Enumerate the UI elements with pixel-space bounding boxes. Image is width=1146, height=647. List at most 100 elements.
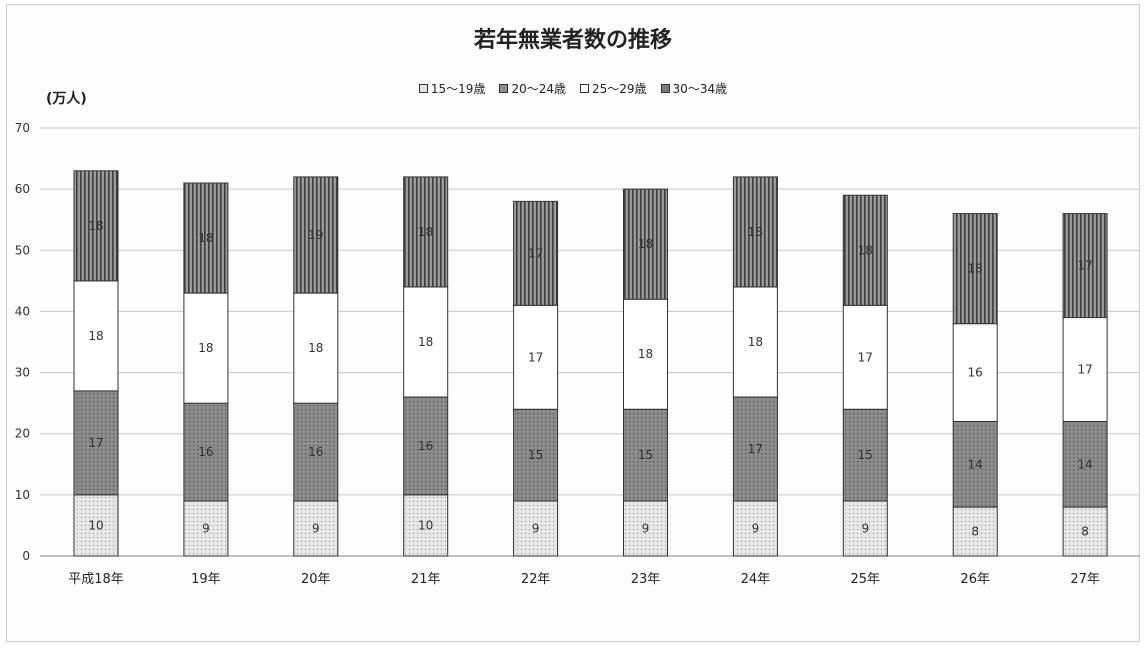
y-tick-label: 60	[15, 182, 30, 196]
y-tick-label: 0	[22, 549, 30, 563]
legend-swatch	[580, 84, 589, 93]
bar-segment	[403, 176, 449, 288]
bar-segment	[952, 213, 998, 325]
data-label: 9	[752, 521, 760, 535]
data-label: 18	[198, 231, 213, 245]
bar-segment	[623, 188, 668, 300]
data-label: 18	[88, 329, 103, 343]
legend-label: 30～34歳	[672, 82, 728, 96]
legend-item: 15～19歳	[418, 80, 486, 97]
bar-segment	[842, 500, 888, 557]
bar-segment	[623, 500, 668, 557]
bar-segment	[73, 494, 119, 557]
legend-item: 20～24歳	[499, 80, 566, 97]
data-label: 10	[418, 518, 433, 532]
bar-segment	[1062, 213, 1108, 319]
data-label: 9	[861, 521, 869, 535]
data-label: 9	[202, 521, 210, 535]
y-tick-label: 50	[15, 243, 30, 257]
data-label: 16	[418, 439, 433, 453]
data-label: 17	[528, 350, 543, 364]
data-label: 15	[528, 448, 543, 462]
bar-segment	[842, 304, 888, 410]
data-label: 17	[88, 436, 103, 450]
bar-segment	[513, 200, 559, 306]
data-label: 18	[748, 335, 763, 349]
data-label: 19	[308, 228, 323, 242]
bar-segment	[183, 182, 229, 294]
data-label: 8	[971, 525, 979, 539]
chart-title: 若年無業者数の推移	[473, 28, 672, 53]
data-label: 18	[638, 347, 653, 361]
data-label: 17	[1077, 363, 1092, 377]
data-label: 9	[312, 521, 320, 535]
bar-segment	[623, 298, 668, 410]
bar-segment	[403, 494, 449, 557]
data-label: 18	[88, 219, 103, 233]
data-label: 15	[858, 448, 873, 462]
data-label: 14	[968, 457, 983, 471]
data-label: 15	[638, 448, 653, 462]
data-label: 18	[308, 341, 323, 355]
bar-segment	[293, 500, 339, 557]
bar-segment	[732, 286, 778, 398]
bar-segment	[293, 176, 339, 294]
y-tick-label: 30	[15, 366, 30, 380]
data-label: 18	[198, 341, 213, 355]
data-label: 18	[968, 262, 983, 276]
x-tick-label: 20年	[301, 572, 331, 587]
data-label: 9	[532, 521, 540, 535]
data-label: 18	[418, 335, 433, 349]
data-label: 16	[198, 445, 213, 459]
bar-segment	[952, 323, 998, 422]
x-tick-label: 平成18年	[68, 572, 124, 587]
data-label: 8	[1081, 525, 1089, 539]
data-label: 16	[308, 445, 323, 459]
y-tick-label: 10	[15, 488, 30, 502]
data-label: 17	[1077, 259, 1092, 273]
legend-label: 25～29歳	[592, 82, 647, 96]
bar-segment	[403, 396, 449, 496]
bar-segment	[73, 390, 119, 496]
bar-segment	[513, 408, 559, 502]
bars: 10 17 18 18 9 16 18 18 9 16 18 19 10 16 18 18 9 15 17 17 9 15…	[73, 170, 1108, 557]
bar-segment	[732, 176, 778, 288]
legend-label: 15～19歳	[430, 82, 486, 96]
bar-segment	[623, 408, 668, 502]
x-tick-label: 25年	[851, 572, 881, 587]
bar-segment	[513, 304, 559, 410]
legend-swatch	[660, 84, 670, 93]
data-label: 10	[88, 518, 103, 532]
y-tick-label: 40	[15, 304, 30, 318]
bar-segment	[842, 194, 888, 306]
y-axis: 0 10 20 30 40 50 60 70	[15, 121, 30, 563]
legend-swatch	[499, 84, 509, 93]
bar-segment	[73, 280, 119, 392]
bar-segment	[732, 500, 778, 557]
data-label: 18	[418, 225, 433, 239]
x-tick-label: 21年	[411, 572, 441, 587]
x-tick-label: 26年	[960, 572, 990, 587]
data-label: 18	[748, 225, 763, 239]
bar-segment	[952, 420, 998, 508]
data-label: 18	[638, 237, 653, 251]
legend-label: 20～24歳	[511, 82, 566, 96]
y-tick-label: 70	[15, 121, 30, 135]
x-tick-label: 22年	[521, 572, 551, 587]
x-tick-label: 23年	[631, 572, 661, 587]
legend-item: 30～34歳	[660, 80, 728, 97]
legend-item: 25～29歳	[580, 80, 647, 97]
bar-segment	[73, 170, 119, 282]
data-label: 17	[858, 350, 873, 364]
data-label: 9	[642, 521, 650, 535]
bar-segment	[183, 402, 229, 502]
y-axis-unit-label: (万人)	[46, 91, 87, 107]
legend-swatch	[418, 84, 428, 93]
data-label: 16	[968, 366, 983, 380]
legend: 15～19歳 20～24歳 25～29歳 30～34歳	[0, 80, 1146, 97]
x-axis-labels: 平成18年 19年 20年 21年 22年 23年 24年 25年 26年 27年	[68, 572, 1100, 587]
bar-segment	[293, 402, 339, 502]
bar-segment	[1062, 420, 1108, 508]
bar-segment	[513, 500, 559, 557]
